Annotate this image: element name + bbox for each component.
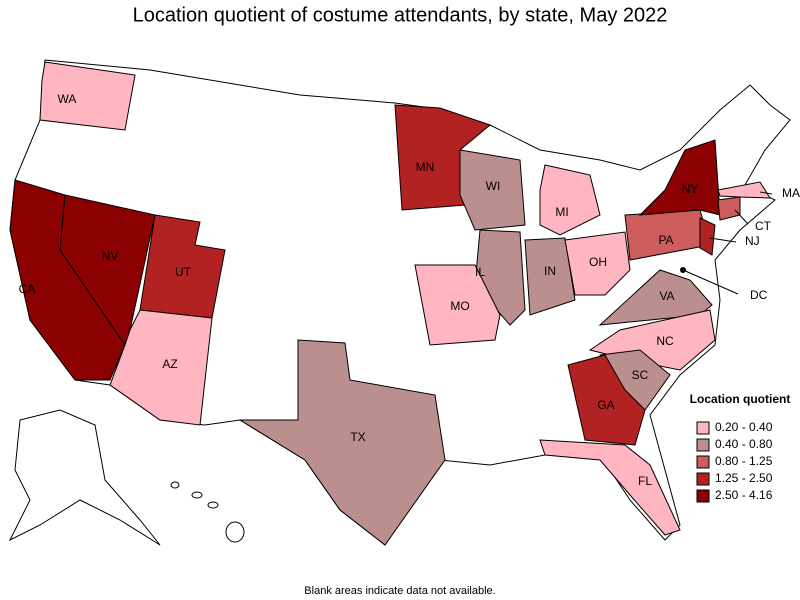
- state: [238, 339, 446, 546]
- state-label: WA: [58, 92, 77, 106]
- legend-label: 1.25 - 2.50: [715, 471, 773, 485]
- state-label: SC: [632, 368, 649, 382]
- state-label: IL: [475, 265, 485, 279]
- state-label: IN: [544, 264, 556, 278]
- state: [524, 237, 576, 316]
- legend-label: 0.40 - 0.80: [715, 437, 773, 451]
- state: [109, 309, 213, 426]
- state-label: UT: [175, 265, 192, 279]
- state: [717, 181, 771, 199]
- legend-swatch: [696, 472, 710, 486]
- map-title: Location quotient of costume attendants,…: [133, 4, 668, 26]
- state: [414, 264, 501, 346]
- hawaii: [170, 481, 245, 543]
- state: [539, 164, 601, 236]
- state-label: NY: [682, 182, 699, 196]
- state: [39, 61, 136, 131]
- state-label: MA: [782, 186, 800, 200]
- state: [564, 231, 631, 296]
- state: [567, 354, 646, 446]
- legend-label: 0.80 - 1.25: [715, 454, 773, 468]
- legend-label: 0.20 - 0.40: [715, 420, 773, 434]
- state-label: GA: [597, 398, 614, 412]
- state-label: PA: [658, 233, 673, 247]
- state: [638, 139, 721, 216]
- leader-line: [709, 237, 737, 243]
- state-label: MI: [555, 205, 568, 219]
- state-label: WI: [486, 179, 501, 193]
- state-label: MO: [450, 299, 469, 313]
- legend-swatch: [696, 438, 710, 452]
- leader-line: [734, 209, 749, 225]
- leader-line: [759, 191, 773, 195]
- state-label: NC: [656, 334, 674, 348]
- legend-title: Location quotient: [690, 392, 791, 406]
- alaska: [8, 409, 161, 546]
- state: [539, 439, 681, 536]
- state-label: TX: [350, 430, 365, 444]
- state: [459, 149, 526, 231]
- state-label: NV: [102, 249, 119, 263]
- leader-line: [682, 269, 739, 295]
- state-label: CA: [19, 282, 36, 296]
- state-label: CT: [755, 219, 772, 233]
- legend-swatch: [696, 455, 710, 469]
- note: Blank areas indicate data not available.: [304, 585, 495, 597]
- state: [699, 217, 716, 256]
- state-label: VA: [659, 289, 674, 303]
- state-label: OH: [589, 255, 607, 269]
- state-label: DC: [750, 288, 768, 302]
- state-label: MN: [416, 160, 435, 174]
- state-label: AZ: [162, 357, 177, 371]
- state-label: FL: [638, 474, 652, 488]
- legend-label: 2.50 - 4.16: [715, 488, 773, 502]
- legend-swatch: [696, 421, 710, 435]
- legend-swatch: [696, 489, 710, 503]
- state-label: NJ: [745, 234, 760, 248]
